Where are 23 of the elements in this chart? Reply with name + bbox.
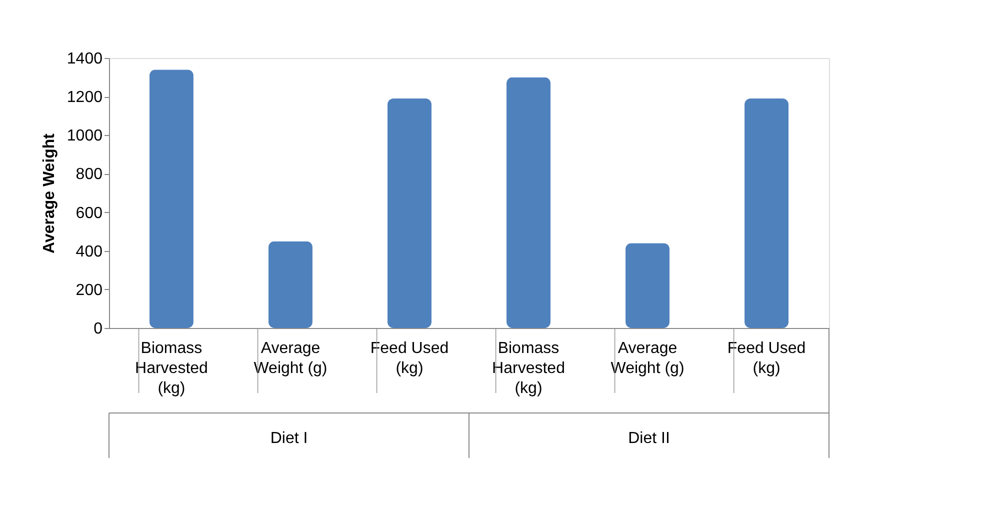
- bar: [626, 243, 670, 328]
- x-tick-label: Feed Used (kg): [727, 340, 806, 377]
- x-tick-label: Average Weight (g): [254, 340, 328, 377]
- text: Diet II: [628, 430, 670, 447]
- x-tick-label: Average Weight (g): [610, 340, 684, 377]
- x-tick-label: Biomass Harvested (kg): [135, 340, 208, 397]
- y-tick-label: 800: [76, 166, 103, 184]
- y-tick-label: 600: [76, 204, 103, 222]
- text: Diet I: [270, 430, 308, 447]
- bar: [268, 241, 312, 328]
- x-tick-label: Feed Used (kg): [370, 340, 449, 377]
- y-tick-label: 1000: [66, 128, 103, 145]
- y-tick-label: 200: [76, 282, 103, 299]
- bar: [387, 98, 432, 328]
- y-axis-title: Average Weight: [40, 132, 58, 254]
- y-tick-label: 1400: [66, 50, 103, 68]
- bar: [744, 98, 789, 328]
- bar: [506, 77, 551, 328]
- x-tick-label: Biomass Harvested (kg): [492, 340, 565, 397]
- y-tick-label: 1200: [66, 89, 103, 106]
- y-tick-label: 0: [94, 320, 103, 338]
- y-tick-label: 400: [76, 243, 103, 260]
- bar: [149, 70, 194, 328]
